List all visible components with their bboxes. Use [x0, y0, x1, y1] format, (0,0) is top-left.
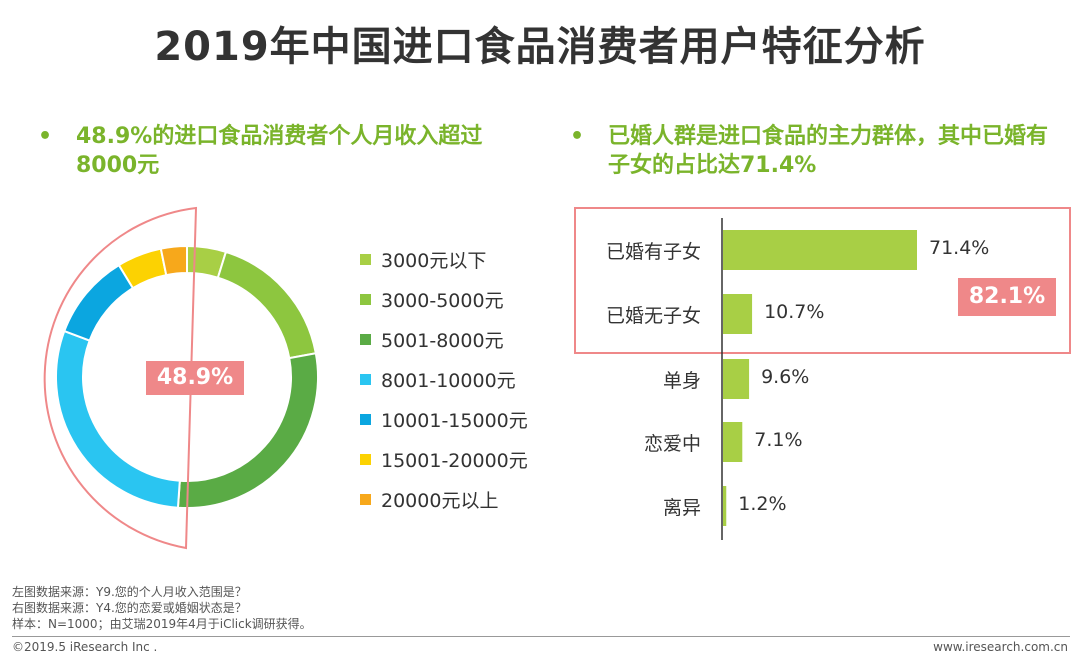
legend-swatch [360, 374, 371, 385]
donut-highlight-badge: 48.9% [146, 361, 244, 395]
bar-highlight-badge: 82.1% [958, 278, 1056, 316]
donut-slice [55, 329, 181, 509]
bullet-icon: • [38, 124, 53, 149]
bar-value-label: 1.2% [738, 493, 787, 515]
footer-divider [12, 636, 1070, 637]
bar-value-label: 10.7% [764, 301, 825, 323]
legend-swatch [360, 494, 371, 505]
bar [723, 230, 917, 270]
bar-value-label: 7.1% [754, 429, 803, 451]
page-title: 2019年中国进口食品消费者用户特征分析 [154, 24, 926, 70]
bar-category-label: 已婚无子女 [605, 305, 701, 327]
left-heading-text: 48.9%的进口食品消费者个人月收入超过8000元 [76, 124, 483, 178]
left-heading: • 48.9%的进口食品消费者个人月收入超过8000元 [38, 122, 536, 180]
right-heading: • 已婚人群是进口食品的主力群体，其中已婚有子女的占比达71.4% [570, 122, 1068, 180]
footer-note: 样本：N=1000；由艾瑞2019年4月于iClick调研获得。 [12, 617, 312, 631]
website: www.iresearch.com.cn [933, 640, 1068, 654]
legend-swatch [360, 334, 371, 345]
legend-swatch [360, 454, 371, 465]
donut-highlight-outline [43, 206, 198, 550]
legend-label: 3000元以下 [381, 250, 487, 272]
legend-swatch [360, 414, 371, 425]
bar-category-label: 已婚有子女 [605, 241, 701, 263]
footer-notes: 左图数据来源：Y9.您的个人月收入范围是？ 右图数据来源：Y4.您的恋爱或婚姻状… [12, 584, 312, 632]
donut-slice [159, 244, 188, 277]
bar-chart [723, 230, 917, 526]
bar [723, 422, 743, 462]
legend-swatch [360, 294, 371, 305]
bar-value-label: 9.6% [761, 366, 810, 388]
legend-label: 3000-5000元 [381, 290, 504, 312]
bar-category-label: 恋爱中 [643, 433, 701, 455]
legend-label: 10001-15000元 [381, 410, 528, 432]
bar [723, 294, 753, 334]
bullet-icon: • [570, 124, 585, 149]
bar [723, 359, 750, 399]
footer-note: 右图数据来源：Y4.您的恋爱或婚姻状态是？ [12, 601, 247, 615]
copyright: ©2019.5 iResearch Inc . [12, 640, 158, 654]
bar-category-label: 单身 [662, 370, 701, 392]
legend-label: 20000元以上 [381, 490, 499, 512]
bar-category-label: 离异 [662, 497, 701, 519]
footer-note: 左图数据来源：Y9.您的个人月收入范围是？ [12, 585, 247, 599]
bar-highlight-outline [574, 207, 1071, 354]
donut-chart [55, 244, 319, 509]
legend-label: 8001-10000元 [381, 370, 516, 392]
right-heading-text: 已婚人群是进口食品的主力群体，其中已婚有子女的占比达71.4% [608, 124, 1049, 178]
bar-value-label: 71.4% [929, 237, 990, 259]
bar [723, 486, 727, 526]
legend-label: 15001-20000元 [381, 450, 528, 472]
legend-swatch [360, 254, 371, 265]
donut-slice [63, 263, 135, 342]
legend-label: 5001-8000元 [381, 330, 504, 352]
donut-slice [216, 250, 317, 360]
